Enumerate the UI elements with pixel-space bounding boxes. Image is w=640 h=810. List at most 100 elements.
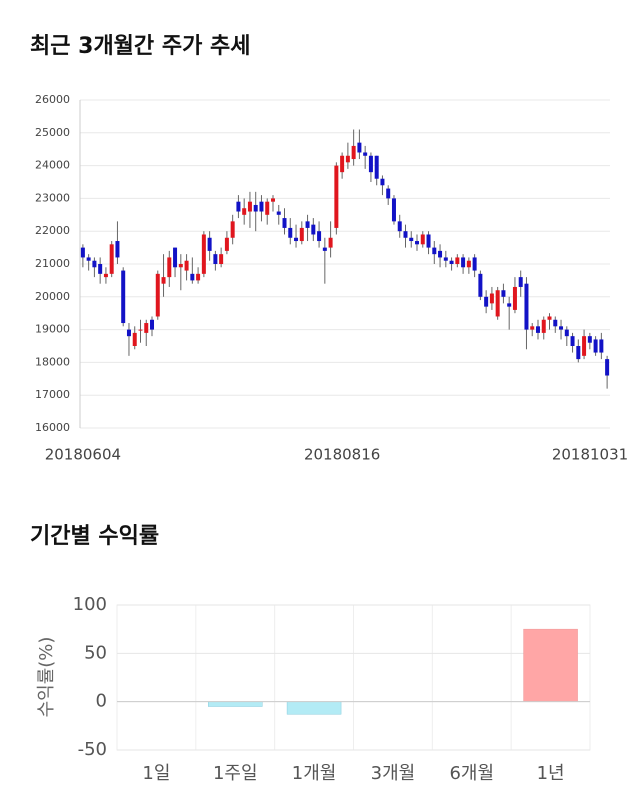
y-tick-label: 19000 bbox=[35, 323, 70, 336]
candle-body bbox=[334, 165, 339, 228]
candle-body bbox=[512, 286, 517, 310]
y-tick-label: 50 bbox=[84, 642, 107, 663]
candle-body bbox=[478, 273, 483, 297]
candle-body bbox=[541, 319, 546, 333]
candle-body bbox=[247, 201, 252, 212]
candle-body bbox=[391, 198, 396, 222]
candle-body bbox=[593, 339, 598, 353]
candle-body bbox=[282, 218, 287, 228]
candle-body bbox=[484, 296, 489, 307]
x-tick-label: 20181031 bbox=[552, 446, 628, 464]
candle-body bbox=[126, 329, 131, 337]
y-tick-label: 100 bbox=[73, 594, 107, 615]
x-tick-label: 1개월 bbox=[292, 763, 337, 784]
candle-body bbox=[294, 237, 299, 242]
candle-body bbox=[559, 326, 564, 330]
y-tick-label: 21000 bbox=[35, 257, 70, 270]
y-tick-label: 26000 bbox=[35, 93, 70, 106]
candle-body bbox=[357, 142, 362, 153]
y-tick-label: 22000 bbox=[35, 224, 70, 237]
candle-body bbox=[432, 247, 437, 255]
y-tick-label: 24000 bbox=[35, 159, 70, 172]
candle-body bbox=[582, 336, 587, 356]
candle-body bbox=[576, 346, 581, 360]
y-tick-label: 17000 bbox=[35, 388, 70, 401]
candle-body bbox=[173, 247, 178, 268]
candle-body bbox=[150, 319, 155, 330]
candle-body bbox=[80, 247, 85, 258]
candle-body bbox=[270, 198, 275, 202]
candle-body bbox=[92, 260, 97, 268]
candle-body bbox=[495, 290, 500, 317]
candle-body bbox=[207, 237, 212, 251]
candle-body bbox=[190, 273, 195, 281]
candle-body bbox=[155, 273, 160, 317]
candle-body bbox=[403, 231, 408, 238]
candle-body bbox=[380, 178, 385, 186]
candle-body bbox=[570, 336, 575, 346]
candle-body bbox=[409, 237, 414, 242]
x-tick-label: 20180816 bbox=[304, 446, 380, 464]
candle-body bbox=[288, 227, 293, 238]
candle-body bbox=[547, 316, 552, 320]
candle-body bbox=[299, 227, 304, 242]
candle-body bbox=[351, 145, 356, 160]
candle-body bbox=[132, 332, 137, 346]
candle-body bbox=[530, 326, 535, 330]
candle-body bbox=[103, 273, 108, 278]
y-tick-label: 20000 bbox=[35, 290, 70, 303]
candle-body bbox=[219, 254, 224, 264]
candle-body bbox=[599, 339, 604, 353]
candle-body bbox=[311, 224, 316, 235]
candle-body bbox=[167, 257, 172, 278]
candle-body bbox=[213, 254, 218, 264]
candle-body bbox=[242, 208, 247, 215]
candle-body bbox=[438, 250, 443, 258]
candle-body bbox=[236, 201, 241, 212]
candle-body bbox=[443, 257, 448, 261]
candle-body bbox=[201, 234, 206, 274]
candle-body bbox=[86, 257, 91, 261]
y-tick-label: 16000 bbox=[35, 421, 70, 434]
candle-body bbox=[553, 319, 558, 327]
candle-body bbox=[144, 323, 149, 333]
candle-body bbox=[535, 326, 540, 333]
y-tick-label: 0 bbox=[96, 691, 107, 712]
candle-body bbox=[230, 221, 235, 238]
candle-body bbox=[259, 201, 264, 212]
candle-body bbox=[161, 277, 166, 284]
candle-body bbox=[472, 257, 477, 271]
candle-body bbox=[138, 329, 143, 331]
candle-body bbox=[489, 293, 494, 304]
candle-body bbox=[178, 264, 183, 268]
candle-body bbox=[265, 201, 270, 215]
x-tick-label: 20180604 bbox=[45, 446, 121, 464]
candle-body bbox=[455, 257, 460, 264]
candle-body bbox=[98, 264, 103, 274]
candle-body bbox=[184, 260, 189, 271]
candle-body bbox=[196, 273, 201, 281]
candle-body bbox=[317, 231, 322, 242]
x-tick-label: 1년 bbox=[537, 763, 565, 784]
y-tick-label: -50 bbox=[78, 739, 107, 760]
y-tick-label: 23000 bbox=[35, 191, 70, 204]
candle-body bbox=[518, 277, 523, 287]
x-tick-label: 1일 bbox=[142, 763, 170, 784]
x-tick-label: 3개월 bbox=[371, 763, 416, 784]
candle-body bbox=[461, 257, 466, 268]
candle-body bbox=[420, 234, 425, 245]
candle-body bbox=[340, 155, 345, 173]
candle-body bbox=[449, 260, 454, 264]
candle-body bbox=[524, 283, 529, 330]
candle-body bbox=[276, 211, 281, 215]
candle-body bbox=[507, 303, 512, 307]
bar bbox=[523, 628, 578, 702]
candle-body bbox=[415, 241, 420, 245]
candle-body bbox=[466, 260, 471, 268]
candle-body bbox=[501, 290, 506, 297]
candle-body bbox=[363, 152, 368, 156]
candle-body bbox=[386, 188, 391, 199]
x-tick-label: 6개월 bbox=[449, 763, 494, 784]
candle-body bbox=[426, 234, 431, 248]
